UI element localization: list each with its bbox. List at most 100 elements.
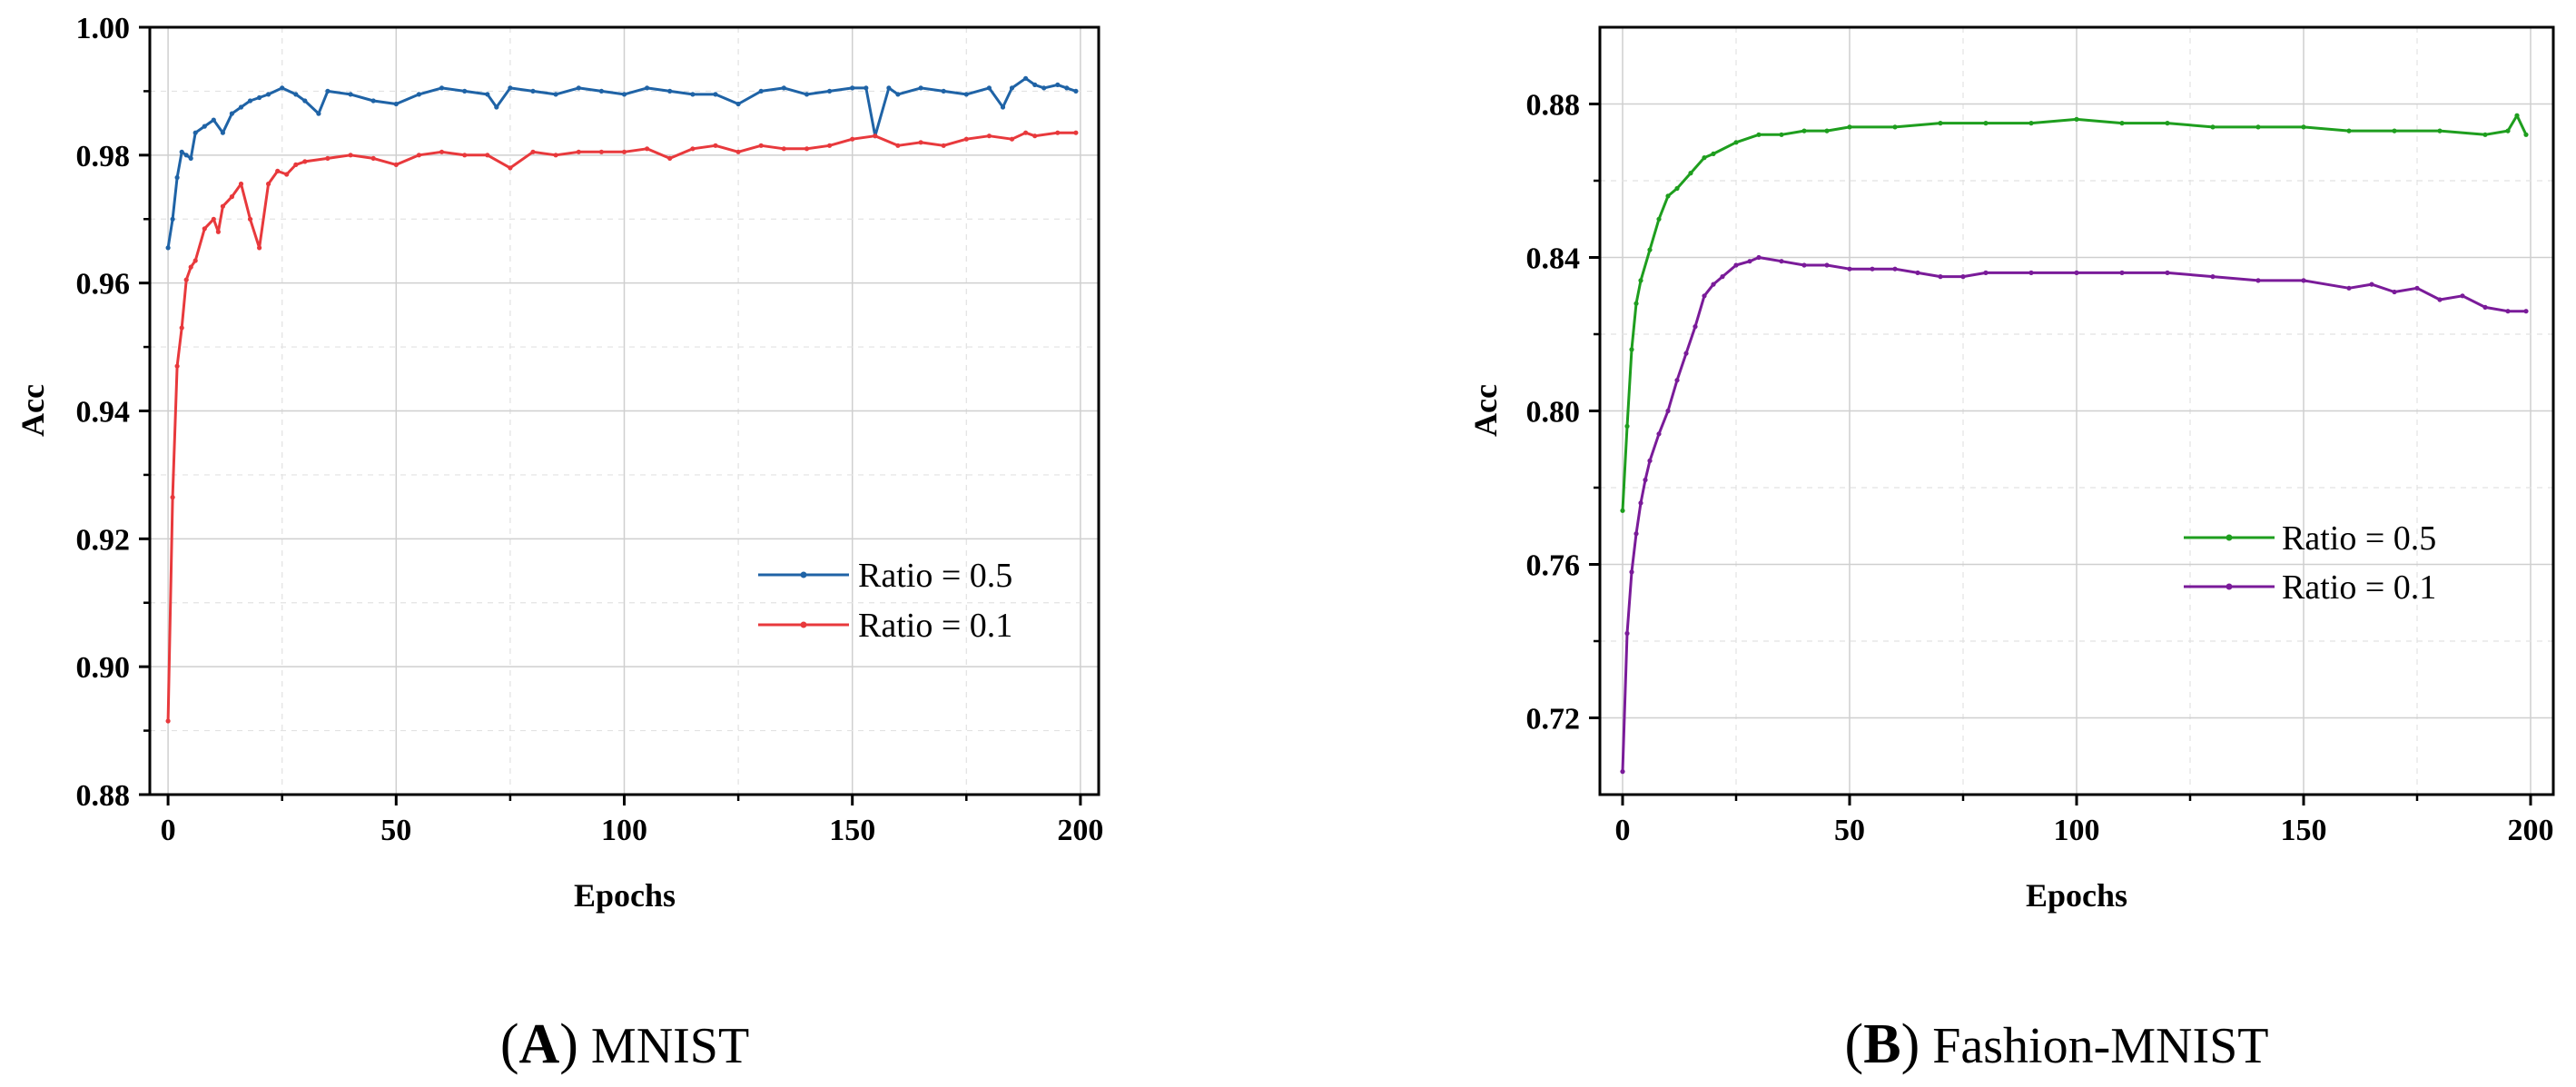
panel-a-series-0-point (1023, 75, 1029, 81)
panel-b-series-line-1 (1621, 256, 2526, 772)
panel-b-caption-letter: B (1863, 1013, 1900, 1075)
panel-b-y-tick-label: 0.72 (1526, 703, 1581, 736)
panel-a-series-1-point (508, 165, 513, 171)
panel-a-series-1-point (188, 264, 193, 270)
panel-a-legend-marker-0 (800, 571, 807, 578)
panel-a-series-1-point (170, 495, 175, 500)
panel-a-series-1-point (873, 133, 878, 139)
panel-a-x-ticks: 0 50 100 150 200 (161, 795, 1103, 847)
panel-a-series-0-point (941, 88, 946, 94)
panel-a-caption: (A) MNIST (500, 1013, 749, 1075)
panel-b-series-0-point (2255, 124, 2261, 130)
panel-a-x-tick-label: 50 (380, 814, 411, 847)
panel-a-series-0-point (781, 85, 786, 91)
panel-a-series-1-point (416, 153, 421, 158)
panel-b-series-0-point (1665, 193, 1671, 199)
panel-b-series-1-point (1747, 259, 1752, 264)
panel-a-series-0-point (758, 88, 764, 94)
panel-b-series-0-point (1629, 347, 1634, 352)
panel-a-series-1-point (963, 136, 969, 142)
panel-b-series-0-point (2514, 113, 2520, 118)
panel-b-series-0-point (1638, 278, 1643, 283)
panel-a-y-axis-label: Acc (15, 384, 51, 437)
panel-b-series-1-point (2255, 278, 2261, 283)
panel-a-y-tick-label: 0.88 (76, 779, 131, 813)
panel-a-series-0-point (485, 92, 490, 97)
panel-a-caption-text: MNIST (591, 1018, 749, 1074)
panel-a-series-0-point (266, 92, 271, 97)
panel-b-series-0-point (2437, 128, 2443, 133)
panel-a-legend-label-0: Ratio = 0.5 (858, 557, 1012, 595)
panel-a-series-1-point (576, 149, 581, 154)
panel-a-series-0-point (247, 98, 253, 104)
panel-b-series-0-point (2523, 132, 2529, 137)
panel-a-series-1-point (284, 172, 290, 177)
panel-b-series-1-point (2482, 304, 2488, 310)
panel-b-series-1-point (2392, 289, 2397, 295)
panel-b-series-1-point (1870, 266, 1875, 272)
panel-a-series-0-point (1073, 88, 1079, 94)
panel-b-y-tick-label: 0.88 (1526, 89, 1581, 123)
panel-b-series-1-point (1624, 630, 1630, 637)
panel-b-series-1-point (2505, 309, 2511, 314)
panel-b-series-1-point (2414, 285, 2420, 291)
panel-a-series-1-point (165, 718, 171, 724)
panel-b-series-0-point (2301, 124, 2306, 130)
panel-a-x-tick-label: 150 (829, 814, 875, 847)
panel-b-series-0-point (1624, 423, 1630, 429)
panel-b-series-0-point (2346, 128, 2352, 133)
svg-text:(A)MNIST: (A) MNIST (500, 1013, 749, 1075)
panel-a-series-0-point (963, 92, 969, 97)
panel-b-series-1-point (2301, 278, 2306, 283)
panel-a-series-1-point (1009, 136, 1015, 142)
panel-a-series-0-point (827, 88, 833, 94)
panel-a-series-0-point (553, 92, 558, 97)
panel-a-series-0-point (918, 85, 923, 91)
panel-b-series-1-point (2165, 270, 2170, 275)
panel-a-series-1-point (183, 277, 189, 282)
panel-b-series-1-point (1892, 266, 1898, 272)
panel-a-series-0-point (530, 88, 536, 94)
panel-a-series-0-point (316, 111, 321, 116)
panel-a-y-tick-label: 0.96 (76, 268, 131, 301)
panel-b-x-tick-label: 200 (2508, 814, 2554, 847)
panel-a-series-layer (165, 75, 1079, 724)
panel-a-series-0-point (864, 85, 869, 91)
panel-b-series-1-point (1647, 458, 1653, 463)
panel-a-series-0-point (895, 92, 901, 97)
panel-a-series-1-point (530, 149, 536, 154)
panel-a-series-0-point (1000, 104, 1006, 110)
panel-a-series-0-point (645, 85, 650, 91)
panel-a-series-0-point (393, 101, 399, 107)
panel-b-gridlines (1600, 27, 2553, 795)
panel-a-series-0-point (257, 94, 262, 101)
panel-a-series-0-point (416, 92, 421, 97)
panel-a-series-1-point (202, 226, 207, 232)
panel-a-series-1-point (174, 363, 180, 369)
panel-b-series-0-point (2505, 128, 2511, 133)
panel-b-x-axis-label: Epochs (2026, 877, 2127, 914)
panel-b-y-tick-label: 0.80 (1526, 396, 1581, 430)
panel-a-series-1-point (1055, 130, 1061, 135)
panel-a-series-1-point (348, 153, 353, 158)
panel-a-series-1-point (485, 153, 490, 158)
panel-b-series-1-point (1643, 477, 1648, 483)
panel-b-series-1-point (2210, 274, 2216, 280)
panel-a-series-1-point (302, 159, 308, 164)
panel-a-series-line-0 (166, 76, 1077, 249)
panel-b-series-0-point (1733, 140, 1739, 145)
panel-b-series-0-point (1938, 121, 1943, 126)
panel-b-series-1-point (1720, 274, 1725, 280)
panel-b-series-1-point (1711, 282, 1716, 287)
panel-a-series-0-point (886, 85, 892, 91)
panel-b-legend-marker-0 (2226, 534, 2233, 541)
panel-b-series-1-point (1779, 259, 1784, 264)
panel-a-series-1-point (211, 216, 216, 222)
panel-b-series-1-point (1733, 262, 1739, 268)
panel-b-series-0-point (1647, 247, 1653, 252)
panel-a-series-1-point (690, 146, 696, 152)
panel-a-series-0-point (170, 216, 175, 222)
panel-b-x-tick-label: 100 (2054, 814, 2100, 847)
panel-b-series-0-point (1779, 132, 1784, 137)
